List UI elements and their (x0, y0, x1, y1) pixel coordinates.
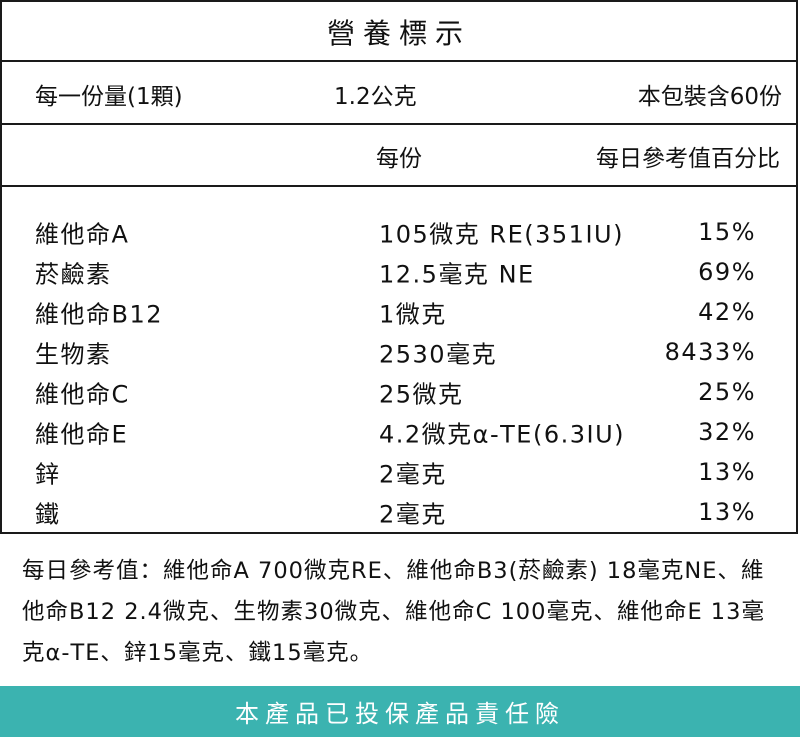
serving-info-row: 每一份量(1顆) 1.2公克 本包裝含60份 (2, 62, 796, 125)
insurance-banner-text: 本產品已投保產品責任險 (235, 700, 565, 728)
nutrient-name: 菸鹼素 (35, 260, 112, 289)
nutrient-name: 維他命E (35, 420, 129, 449)
nutrient-list: 維他命A 105微克 RE(351IU) 15% 菸鹼素 12.5毫克 NE 6… (2, 212, 796, 532)
daily-value-footnote: 每日參考值：維他命A 700微克RE、維他命B3(菸鹼素) 18毫克NE、維他命… (22, 558, 765, 666)
nutrient-percent: 25% (698, 378, 756, 406)
serving-size-label: 每一份量(1顆) (35, 83, 183, 110)
nutrient-row: 維他命A 105微克 RE(351IU) 15% (2, 212, 796, 252)
divider (2, 185, 796, 187)
nutrient-name: 鋅 (35, 460, 61, 489)
nutrient-amount: 105微克 RE(351IU) (379, 220, 624, 249)
nutrient-amount: 1微克 (379, 300, 447, 329)
nutrient-percent: 32% (698, 418, 756, 446)
nutrient-percent: 8433% (664, 338, 756, 366)
serving-size-value: 1.2公克 (334, 83, 417, 110)
divider (2, 60, 796, 62)
nutrient-amount: 2毫克 (379, 460, 447, 489)
nutrient-row: 鐵 2毫克 13% (2, 492, 796, 532)
nutrient-percent: 15% (698, 218, 756, 246)
nutrient-name: 生物素 (35, 340, 112, 369)
nutrient-percent: 13% (698, 498, 756, 526)
servings-per-pack: 本包裝含60份 (637, 83, 782, 110)
nutrient-amount: 25微克 (379, 380, 464, 409)
nutrient-name: 維他命C (35, 380, 130, 409)
column-header-row: 每份 每日參考值百分比 (2, 125, 796, 187)
divider (2, 123, 796, 125)
nutrient-row: 維他命B12 1微克 42% (2, 292, 796, 332)
nutrient-amount: 2毫克 (379, 500, 447, 529)
insurance-banner: 本產品已投保產品責任險 (0, 686, 800, 737)
nutrient-row: 維他命C 25微克 25% (2, 372, 796, 412)
nutrient-row: 維他命E 4.2微克α-TE(6.3IU) 32% (2, 412, 796, 452)
column-daily-value-pct: 每日參考值百分比 (596, 146, 780, 172)
nutrient-percent: 42% (698, 298, 756, 326)
nutrient-row: 鋅 2毫克 13% (2, 452, 796, 492)
nutrient-row: 菸鹼素 12.5毫克 NE 69% (2, 252, 796, 292)
nutrient-amount: 12.5毫克 NE (379, 260, 535, 289)
nutrient-percent: 13% (698, 458, 756, 486)
nutrient-name: 鐵 (35, 500, 61, 529)
panel-title: 營養標示 (326, 17, 471, 50)
nutrient-percent: 69% (698, 258, 756, 286)
nutrient-amount: 4.2微克α-TE(6.3IU) (379, 420, 626, 449)
nutrition-facts-panel: 營養標示 每一份量(1顆) 1.2公克 本包裝含60份 每份 每日參考值百分比 … (0, 0, 798, 534)
nutrient-name: 維他命B12 (35, 300, 164, 329)
nutrient-name: 維他命A (35, 220, 130, 249)
nutrient-row: 生物素 2530毫克 8433% (2, 332, 796, 372)
nutrient-amount: 2530毫克 (379, 340, 498, 369)
column-per-serving: 每份 (376, 146, 422, 172)
